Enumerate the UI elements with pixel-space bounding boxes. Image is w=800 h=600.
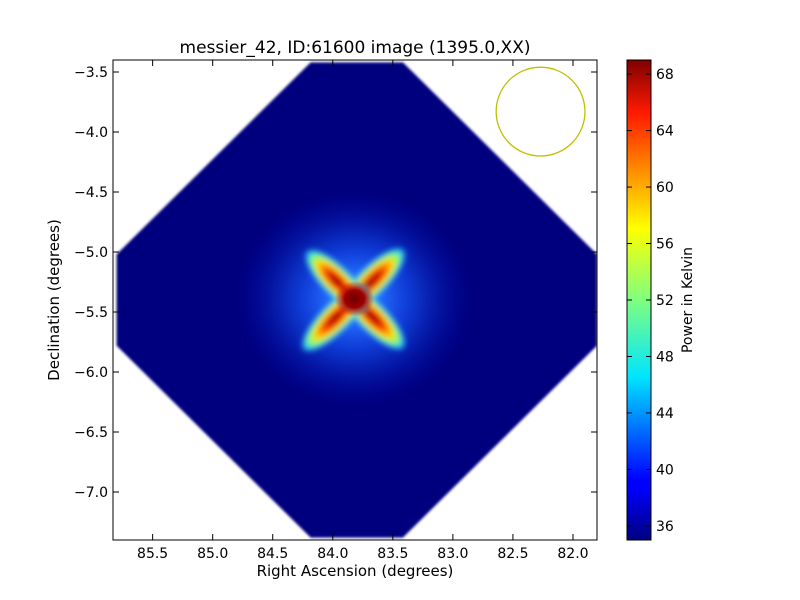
x-tick-label: 83.0 <box>437 546 468 562</box>
source-emission <box>236 190 473 407</box>
y-tick-label: −5.0 <box>74 245 108 261</box>
plot-area <box>116 62 597 538</box>
colorbar-tick-label: 64 <box>656 124 674 140</box>
source-peak <box>334 280 375 317</box>
colorbar-tick-label: 36 <box>656 519 674 535</box>
chart-title: messier_42, ID:61600 image (1395.0,XX) <box>180 38 531 58</box>
y-axis-label: Declination (degrees) <box>45 219 63 381</box>
y-tick-label: −3.5 <box>74 65 108 81</box>
y-axis: −3.5 −4.0 −4.5 −5.0 −5.5 −6.0 −6.5 −7.0 <box>74 65 597 501</box>
x-tick-label: 84.5 <box>257 546 288 562</box>
y-tick-label: −7.0 <box>74 485 108 501</box>
x-tick-label: 85.5 <box>137 546 168 562</box>
y-tick-label: −4.0 <box>74 125 108 141</box>
colorbar-tick-label: 68 <box>656 67 674 83</box>
x-axis-label: Right Ascension (degrees) <box>257 562 454 580</box>
y-tick-label: −4.5 <box>74 185 108 201</box>
colorbar-tick-label: 44 <box>656 406 674 422</box>
colorbar-tick-label: 60 <box>656 180 674 196</box>
x-tick-label: 82.0 <box>557 546 588 562</box>
x-tick-label: 83.5 <box>377 546 408 562</box>
x-axis: 85.5 85.0 84.5 84.0 83.5 83.0 82.5 82.0 <box>137 60 589 562</box>
colorbar-tick-label: 56 <box>656 237 674 253</box>
colorbar-ticks: 36 40 44 48 52 56 60 64 68 <box>627 67 674 535</box>
colorbar-tick-label: 48 <box>656 349 674 365</box>
y-tick-label: −5.5 <box>74 305 108 321</box>
axes-frame <box>112 59 598 541</box>
x-tick-label: 85.0 <box>197 546 228 562</box>
x-tick-label: 84.0 <box>317 546 348 562</box>
beam-circle <box>495 66 586 157</box>
x-tick-label: 82.5 <box>497 546 528 562</box>
colorbar-tick-label: 40 <box>656 462 674 478</box>
colorbar-label: Power in Kelvin <box>680 247 696 353</box>
colorbar-tick-label: 52 <box>656 293 674 309</box>
y-tick-label: −6.0 <box>74 365 108 381</box>
colorbar: 36 40 44 48 52 56 60 64 68 Power in Kelvin <box>626 59 696 541</box>
y-tick-label: −6.5 <box>74 425 108 441</box>
